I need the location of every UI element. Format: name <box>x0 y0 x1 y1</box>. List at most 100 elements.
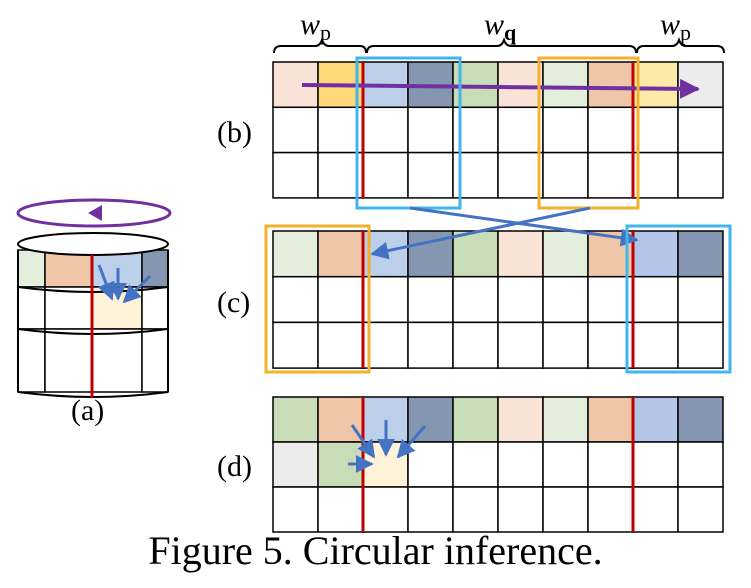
panel-b-cell <box>407 106 454 154</box>
panel-b-cell <box>677 61 724 109</box>
panel-d-cell <box>587 441 634 488</box>
rotation-arrow-head <box>88 205 102 221</box>
panel-a-cell <box>91 328 143 393</box>
panel-d-cell <box>542 441 589 488</box>
panel-a-cell <box>17 249 46 288</box>
panel-d-grid <box>272 396 724 533</box>
panel-a-cell <box>44 249 93 288</box>
panel-d-cell <box>587 486 634 533</box>
panel-c-cell <box>452 275 499 324</box>
wp-right-label: wp <box>660 8 691 45</box>
panel-b-cell <box>272 106 319 154</box>
panel-b-cell <box>497 151 544 199</box>
panel-c-cell <box>677 230 724 278</box>
panel-d-cell <box>272 441 319 488</box>
panel-c-cell <box>497 321 544 369</box>
panel-b-label: (b) <box>217 116 252 149</box>
panel-d-cell <box>452 396 499 443</box>
panel-b-cell <box>677 106 724 154</box>
copy-arrow-to-left <box>370 206 591 260</box>
panel-d-cell <box>677 441 724 488</box>
copy-arrow-to-right <box>409 206 639 247</box>
panel-b-cell <box>407 151 454 199</box>
panel-b-cell <box>362 151 409 199</box>
panel-b-cell <box>497 61 544 109</box>
panel-c-cell <box>452 321 499 369</box>
panel-d-cell <box>497 441 544 488</box>
panel-b-grid <box>272 61 724 199</box>
panel-b-cell <box>542 151 589 199</box>
panel-b-cell <box>632 61 679 109</box>
panel-d-cell <box>407 486 454 533</box>
panel-c-grid <box>272 230 724 369</box>
panel-a-cell <box>44 328 93 393</box>
panel-b-cell <box>632 106 679 154</box>
panel-a-cylinder <box>16 198 172 398</box>
panel-d-cell <box>542 486 589 533</box>
panel-d-cell <box>677 396 724 443</box>
panel-b-cell <box>542 61 589 109</box>
panel-c-label: (c) <box>217 286 250 319</box>
panel-d-cell <box>452 441 499 488</box>
panel-b-cell <box>632 151 679 199</box>
panel-d-cell <box>362 486 409 533</box>
panel-c-cell <box>677 321 724 369</box>
panel-b-cell <box>587 106 634 154</box>
panel-d-cell <box>407 441 454 488</box>
panel-d-cell <box>632 396 679 443</box>
panel-b-cell <box>677 151 724 199</box>
panel-c-cell <box>407 275 454 324</box>
panel-b-cell <box>542 106 589 154</box>
panel-a-cell <box>141 286 169 330</box>
panel-a-cell <box>44 286 93 330</box>
rotation-arrow-ellipse <box>16 198 172 228</box>
panel-d-label: (d) <box>217 450 252 483</box>
panel-c-cell <box>542 321 589 369</box>
panel-d-cell <box>407 396 454 443</box>
panel-d-cell <box>542 396 589 443</box>
panel-d-cell <box>497 396 544 443</box>
panel-b-cell <box>362 106 409 154</box>
panel-c-cell <box>272 321 319 369</box>
wp-left-label: wp <box>300 8 331 45</box>
panel-c-cell <box>272 230 319 278</box>
panel-b-cell <box>497 106 544 154</box>
panel-c-cell <box>497 230 544 278</box>
panel-c-cell <box>272 275 319 324</box>
width-brackets: wp wq wp <box>273 8 725 54</box>
panel-c-cell <box>632 275 679 324</box>
panel-c-cell <box>632 230 679 278</box>
panel-c-blue-box <box>625 224 732 374</box>
wq-label: wq <box>484 8 517 45</box>
panel-d-cell <box>317 486 364 533</box>
panel-d-cell <box>677 486 724 533</box>
panel-d-cell <box>272 486 319 533</box>
panel-d-cell <box>452 486 499 533</box>
panel-a-cell <box>17 328 46 393</box>
panel-d-cell <box>317 396 364 443</box>
panel-d-kernel-arrows <box>348 420 427 473</box>
panel-c-cell <box>542 230 589 278</box>
panel-c-cell <box>317 230 364 278</box>
panel-c-cell <box>632 321 679 369</box>
panel-b-blue-box <box>355 56 462 210</box>
panel-d-cell <box>632 441 679 488</box>
panel-b-cell <box>272 151 319 199</box>
panel-c-gold-box <box>264 224 371 374</box>
panel-c-cell <box>317 321 364 369</box>
panel-c-cell <box>497 275 544 324</box>
panel-a-cell <box>141 328 169 393</box>
panel-c-cell <box>407 321 454 369</box>
panel-b-cell <box>587 151 634 199</box>
panel-a-label: (a) <box>71 394 104 427</box>
figure-caption: Figure 5. Circular inference. <box>148 528 603 573</box>
panel-d-cell <box>632 486 679 533</box>
panel-b-purple-arrow <box>301 78 700 99</box>
panel-c-cell <box>677 275 724 324</box>
panel-c-cell <box>317 275 364 324</box>
panel-d-cell <box>587 396 634 443</box>
panel-b-cell <box>587 61 634 109</box>
panel-c-cell <box>542 275 589 324</box>
panel-d-cell <box>497 486 544 533</box>
